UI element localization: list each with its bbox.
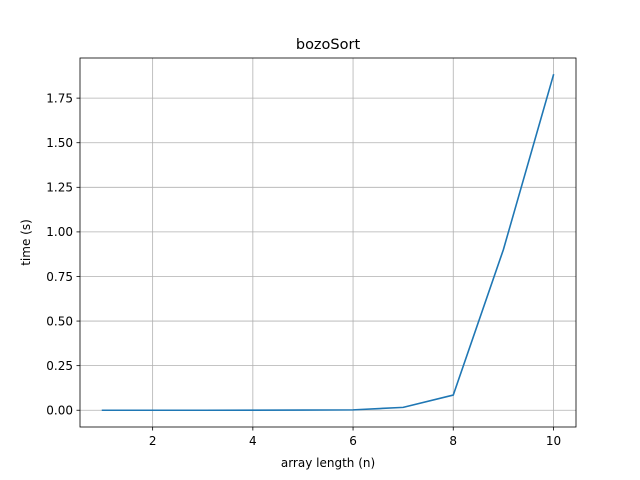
x-axis-ticks: 2 4 6 8 10 — [149, 427, 561, 448]
y-tick-label: 1.75 — [46, 91, 73, 105]
chart-title: bozoSort — [296, 37, 361, 53]
x-tick-label: 4 — [249, 434, 257, 448]
series-line — [101, 73, 555, 412]
y-tick-label: 0.50 — [46, 314, 73, 328]
x-tick-label: 10 — [546, 434, 561, 448]
y-tick-label: 1.00 — [46, 225, 73, 239]
y-axis-label: time (s) — [19, 219, 33, 266]
series-layer — [101, 73, 555, 412]
x-tick-label: 6 — [349, 434, 357, 448]
y-tick-label: 1.25 — [46, 181, 73, 195]
y-tick-label: 0.25 — [46, 359, 73, 373]
y-tick-label: 0.75 — [46, 270, 73, 284]
x-axis-label: array length (n) — [281, 456, 375, 470]
y-axis-ticks: 0.00 0.25 0.50 0.75 1.00 1.25 1.50 1.75 — [46, 91, 80, 418]
x-tick-label: 2 — [149, 434, 157, 448]
plot-area — [80, 58, 576, 427]
y-tick-label: 1.50 — [46, 136, 73, 150]
plot-frame — [79, 57, 577, 428]
y-tick-label: 0.00 — [46, 404, 73, 418]
x-tick-label: 8 — [449, 434, 457, 448]
